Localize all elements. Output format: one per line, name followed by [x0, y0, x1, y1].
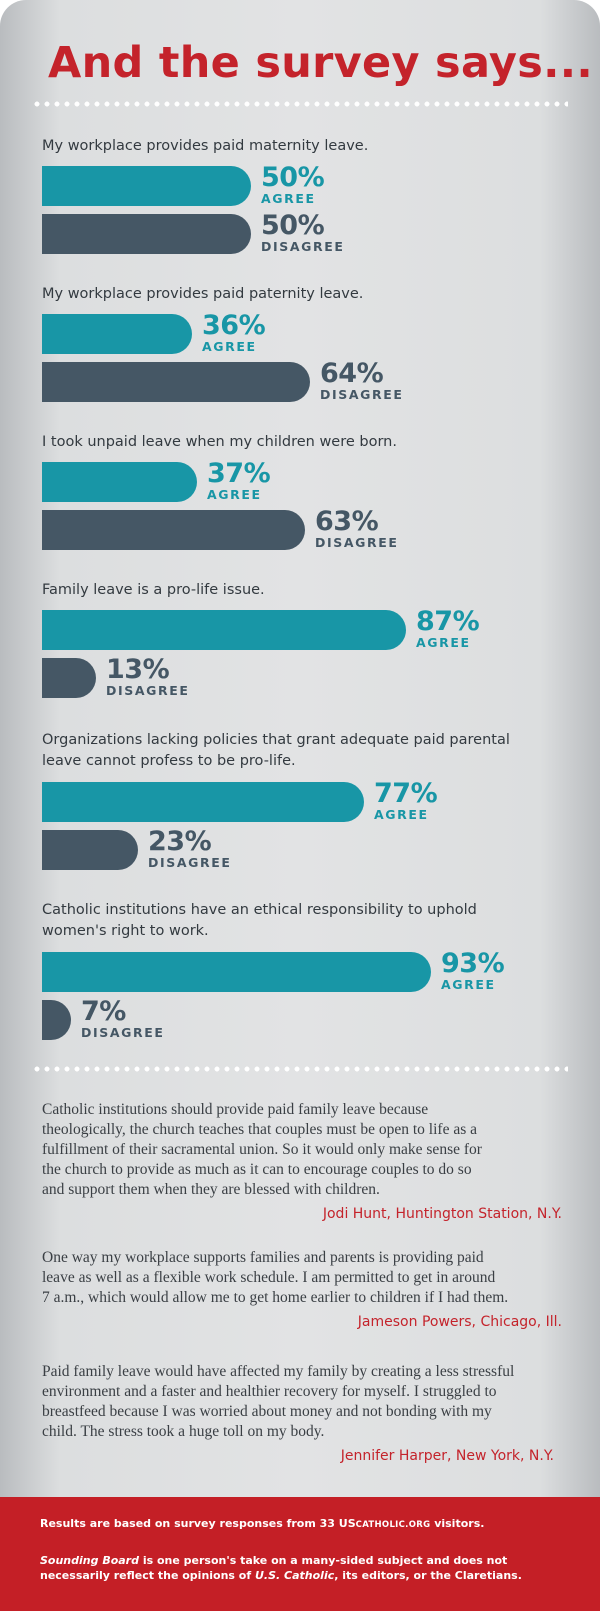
- agree-value: 87%: [416, 606, 480, 637]
- disagree-bar: [42, 510, 305, 550]
- question-text: I took unpaid leave when my children wer…: [42, 434, 397, 450]
- agree-value: 36%: [202, 310, 266, 341]
- dotted-divider-top: [32, 101, 568, 107]
- agree-label: 87% AGREE: [416, 606, 480, 650]
- disagree-word: DISAGREE: [148, 855, 232, 870]
- disagree-value: 63%: [315, 506, 379, 537]
- agree-value: 93%: [441, 948, 505, 979]
- disagree-label: 50% DISAGREE: [261, 212, 344, 254]
- question-text: My workplace provides paid maternity lea…: [42, 138, 369, 154]
- quote-text: Catholic institutions should provide pai…: [42, 1101, 482, 1198]
- disagree-value: 23%: [148, 826, 212, 857]
- disagree-bar: [42, 830, 138, 870]
- question-text: My workplace provides paid paternity lea…: [42, 286, 364, 302]
- agree-bar: [42, 314, 192, 354]
- agree-word: AGREE: [416, 635, 471, 650]
- disagree-word: DISAGREE: [261, 239, 345, 254]
- quote-author: Jennifer Harper, New York, N.Y.: [340, 1448, 554, 1464]
- agree-label: 36% AGREE: [202, 310, 266, 354]
- agree-value: 37%: [207, 458, 271, 489]
- agree-value: 50%: [261, 162, 325, 193]
- agree-word: AGREE: [374, 807, 429, 822]
- quote-text: One way my workplace supports families a…: [42, 1249, 509, 1306]
- quote-author: Jameson Powers, Chicago, Ill.: [357, 1314, 562, 1330]
- disagree-bar: [42, 1000, 71, 1040]
- disagree-value: 13%: [106, 654, 170, 685]
- disagree-bar: [42, 362, 310, 402]
- disagree-label: 7% DISAGREE: [81, 998, 164, 1040]
- question-text: Organizations lacking policies that gran…: [42, 732, 510, 769]
- quote-3: Paid family leave would have affected my…: [42, 1362, 562, 1466]
- footer-disclaimer: Sounding Board is one person's take on a…: [40, 1554, 522, 1582]
- agree-value: 77%: [374, 778, 438, 809]
- quote-1: Catholic institutions should provide pai…: [42, 1100, 562, 1224]
- disagree-bar: [42, 658, 96, 698]
- agree-word: AGREE: [202, 339, 257, 354]
- footer-survey-note: Results are based on survey responses fr…: [40, 1517, 485, 1530]
- agree-word: AGREE: [261, 191, 316, 206]
- agree-label: 77% AGREE: [374, 778, 438, 822]
- disagree-label: 64% DISAGREE: [320, 360, 403, 402]
- disagree-word: DISAGREE: [320, 387, 404, 402]
- disagree-value: 64%: [320, 358, 384, 389]
- agree-bar: [42, 952, 431, 992]
- agree-word: AGREE: [207, 487, 262, 502]
- dotted-divider-bottom: [32, 1066, 568, 1072]
- disagree-bar: [42, 214, 251, 254]
- page-title: And the survey says...: [48, 38, 594, 88]
- agree-label: 37% AGREE: [207, 458, 271, 502]
- agree-bar: [42, 166, 251, 206]
- agree-label: 50% AGREE: [261, 162, 325, 206]
- agree-word: AGREE: [441, 977, 496, 992]
- footer: Results are based on survey responses fr…: [0, 1497, 600, 1611]
- question-text: Family leave is a pro-life issue.: [42, 582, 265, 598]
- agree-bar: [42, 610, 406, 650]
- agree-bar: [42, 462, 197, 502]
- question-text: Catholic institutions have an ethical re…: [42, 902, 477, 939]
- quote-2: One way my workplace supports families a…: [42, 1248, 562, 1332]
- agree-bar: [42, 782, 364, 822]
- agree-label: 93% AGREE: [441, 948, 505, 992]
- quote-author: Jodi Hunt, Huntington Station, N.Y.: [322, 1206, 562, 1222]
- disagree-label: 23% DISAGREE: [148, 828, 231, 870]
- disagree-word: DISAGREE: [81, 1025, 165, 1040]
- disagree-label: 63% DISAGREE: [315, 508, 398, 550]
- quote-text: Paid family leave would have affected my…: [42, 1363, 515, 1440]
- disagree-word: DISAGREE: [315, 535, 399, 550]
- disagree-value: 7%: [81, 996, 126, 1027]
- disagree-value: 50%: [261, 210, 325, 241]
- disagree-label: 13% DISAGREE: [106, 656, 189, 698]
- disagree-word: DISAGREE: [106, 683, 190, 698]
